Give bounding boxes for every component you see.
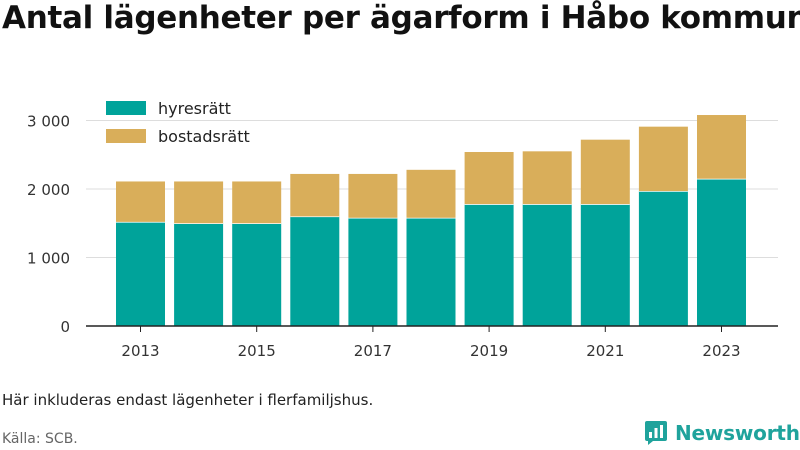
newsworthy-logo[interactable]: Newsworthy <box>644 420 800 446</box>
y-tick-label: 2 000 <box>27 181 70 199</box>
legend-label: hyresrätt <box>158 99 231 118</box>
bar-segment-hyresratt <box>638 191 688 326</box>
y-tick-label: 0 <box>60 318 70 336</box>
bar-segment-hyresratt <box>174 223 224 326</box>
bar-segment-bostadsratt <box>697 115 746 179</box>
bar-segment-bostadsratt <box>464 152 514 205</box>
bar-segment-bostadsratt <box>174 181 224 224</box>
x-tick-label: 2023 <box>702 342 740 360</box>
newsworthy-logo-icon <box>645 421 667 445</box>
y-tick-label: 1 000 <box>27 250 70 268</box>
bar-segment-bostadsratt <box>232 181 282 224</box>
source-text: Källa: SCB. <box>2 431 78 447</box>
bar-segment-hyresratt <box>522 204 572 326</box>
bar-segment-bostadsratt <box>290 173 340 217</box>
stacked-bar-chart: 0 1 000 2 000 3 000 2013 2015 2017 2019 2021 202… <box>27 99 778 360</box>
legend-swatch <box>106 129 146 143</box>
x-axis-tick-labels: 2013 2015 2017 2019 2021 2023 <box>121 326 741 360</box>
bar-segment-bostadsratt <box>348 173 398 218</box>
x-tick-label: 2017 <box>354 342 392 360</box>
bar-segment-hyresratt <box>406 217 456 326</box>
bars <box>116 115 746 326</box>
bar-segment-hyresratt <box>697 178 746 326</box>
bar-segment-hyresratt <box>116 221 165 326</box>
bar-segment-bostadsratt <box>116 181 165 222</box>
brand-name: Newsworthy <box>675 421 800 445</box>
legend: hyresrätt bostadsrätt <box>106 99 250 146</box>
x-tick-label: 2019 <box>470 342 508 360</box>
x-tick-label: 2021 <box>586 342 624 360</box>
y-tick-label: 3 000 <box>27 113 70 131</box>
bar-segment-hyresratt <box>580 204 630 326</box>
legend-swatch <box>106 101 146 115</box>
bar-segment-bostadsratt <box>580 139 630 205</box>
y-axis-tick-labels: 0 1 000 2 000 3 000 <box>27 113 70 337</box>
legend-label: bostadsrätt <box>158 127 250 146</box>
bar-segment-hyresratt <box>348 217 398 326</box>
bar-segment-bostadsratt <box>638 126 688 192</box>
chart-title: Antal lägenheter per ägarform i Håbo kom… <box>2 0 800 36</box>
bar-segment-bostadsratt <box>406 169 456 218</box>
bar-segment-hyresratt <box>290 216 340 326</box>
x-tick-label: 2015 <box>238 342 276 360</box>
bar-segment-hyresratt <box>464 204 514 326</box>
chart-note: Här inkluderas endast lägenheter i flerf… <box>2 391 374 409</box>
x-tick-label: 2013 <box>121 342 159 360</box>
bar-segment-bostadsratt <box>522 151 572 205</box>
bar-segment-hyresratt <box>232 223 282 326</box>
